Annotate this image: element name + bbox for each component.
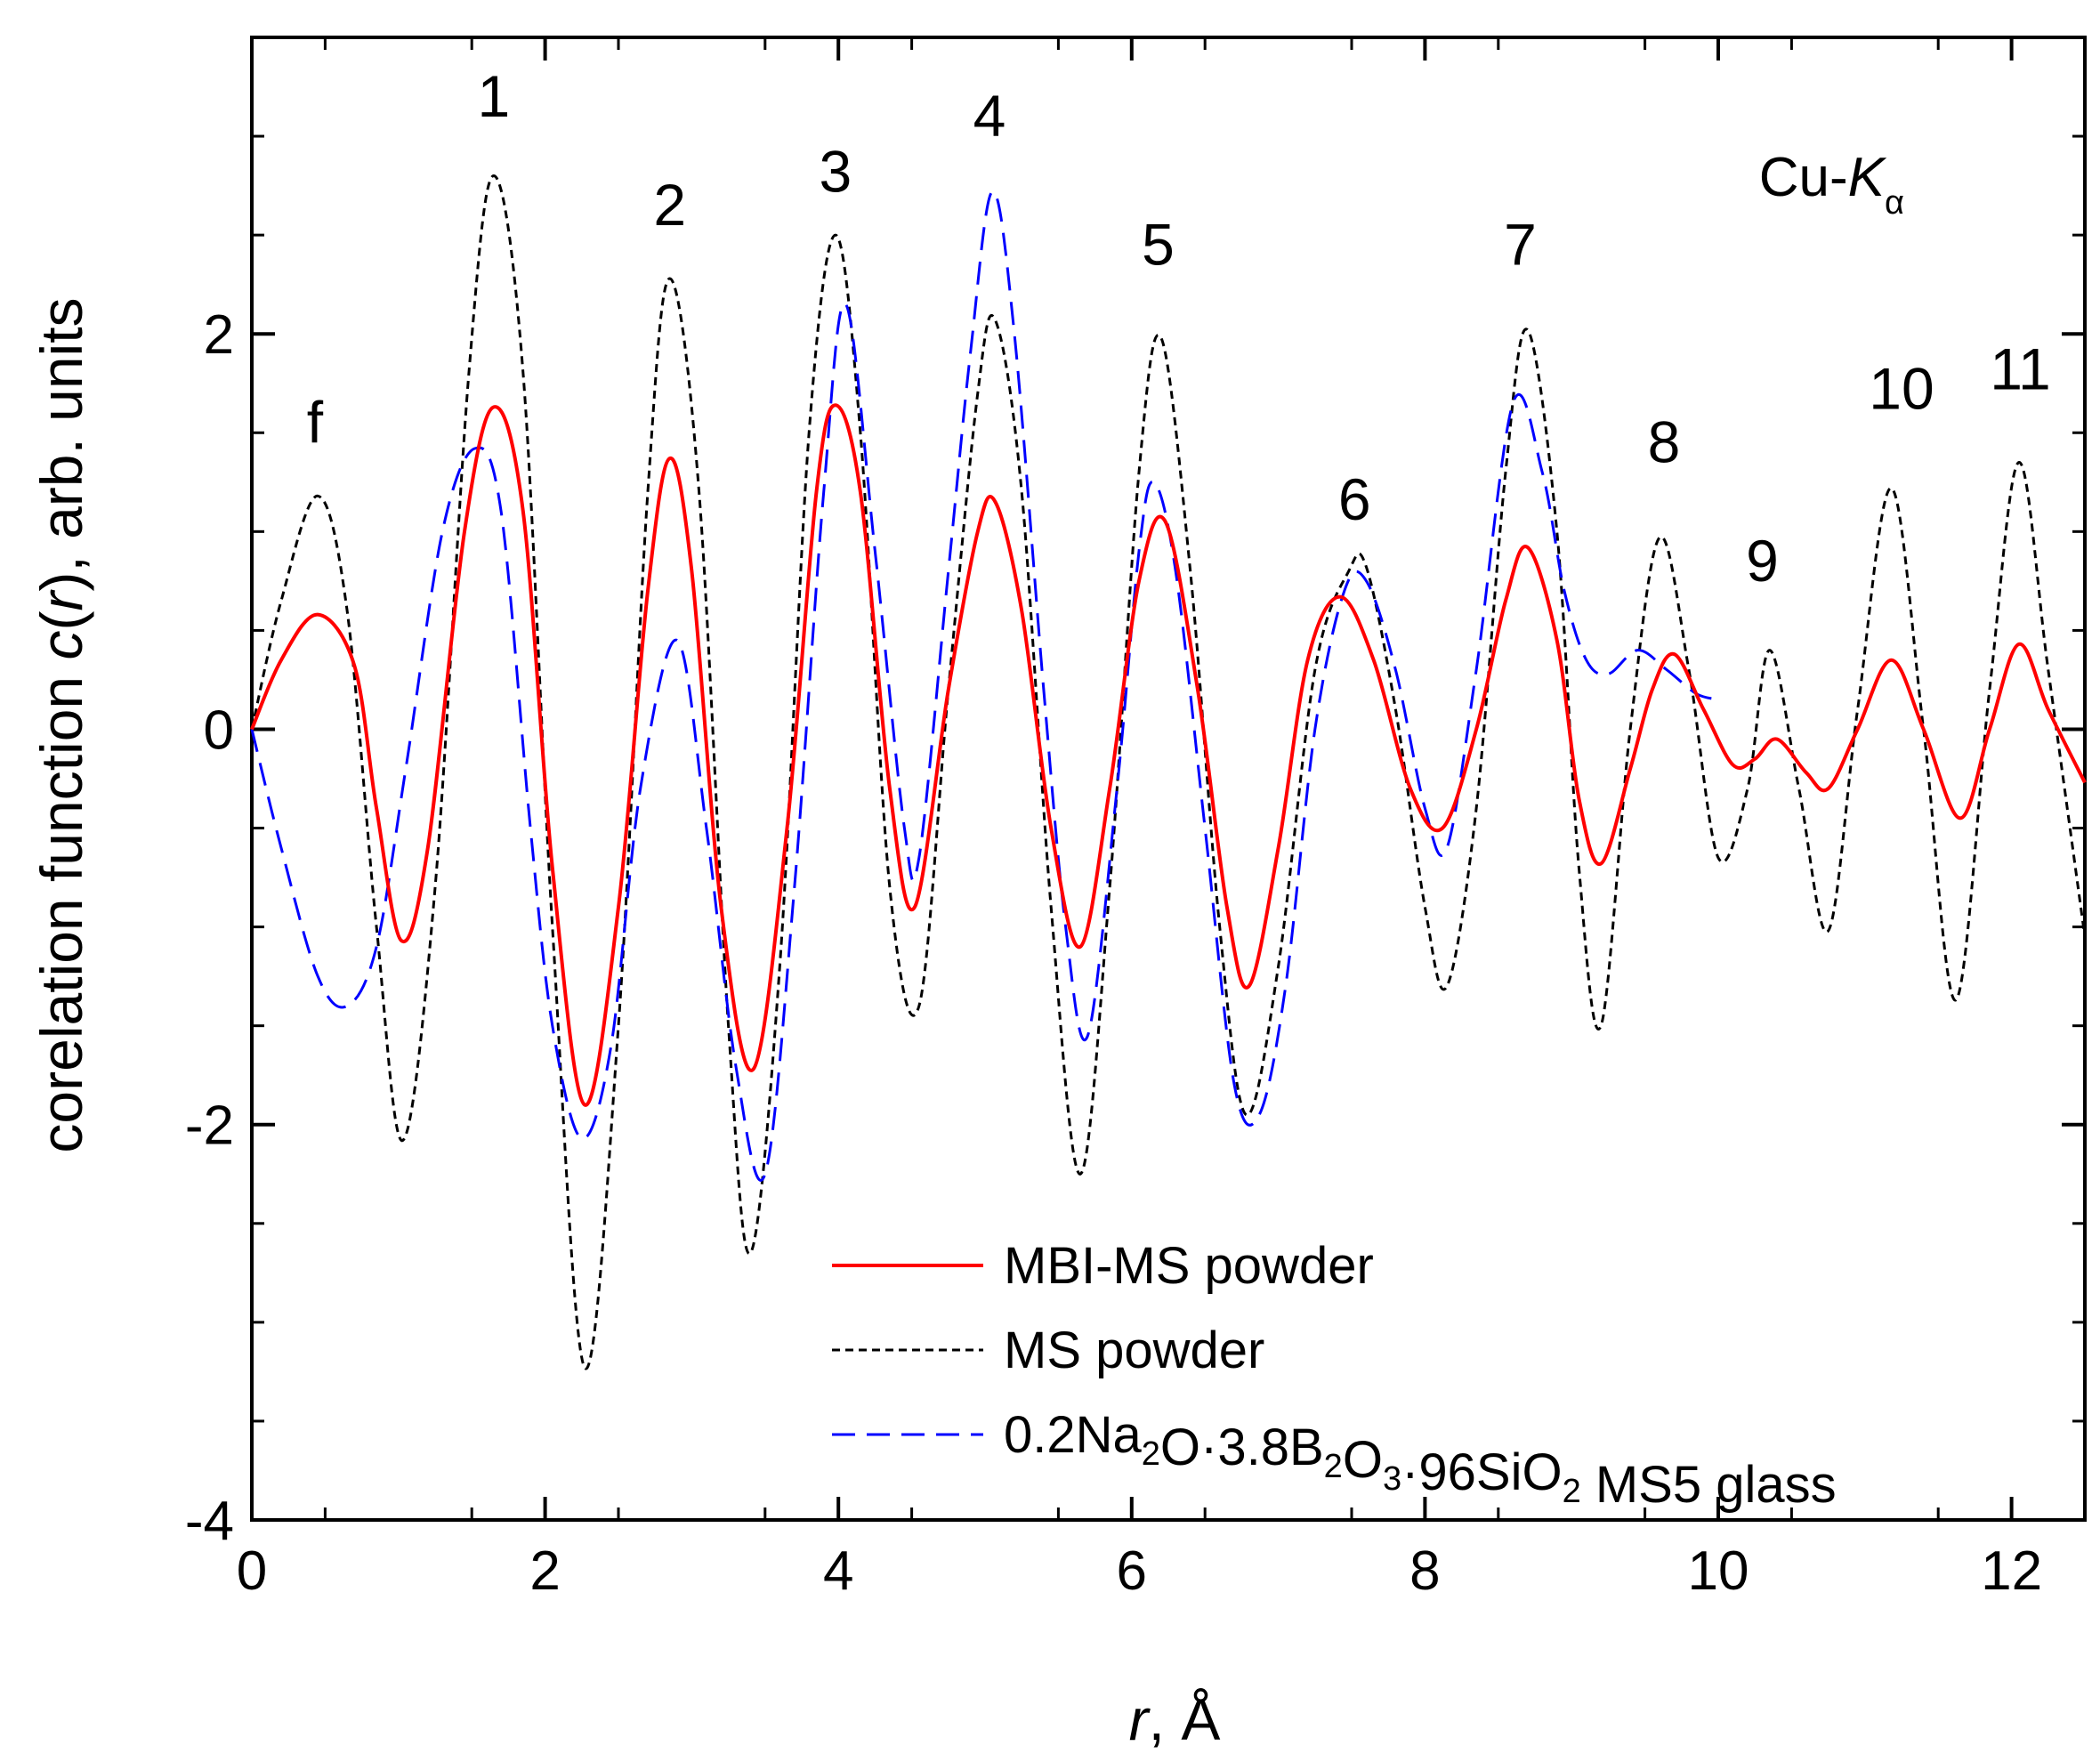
legend-text-part: ·96SiO <box>1401 1443 1563 1501</box>
peak-label-2: 2 <box>653 172 686 238</box>
y-tick-label: 0 <box>204 699 234 761</box>
x-tick-label: 0 <box>237 1540 267 1602</box>
x-axis-unit: , Å <box>1149 1686 1221 1752</box>
legend-subscript: 2 <box>1142 1435 1160 1473</box>
legend-subscript: 2 <box>1563 1473 1581 1510</box>
axis-ticks: 0 2 4 6 8 10 12-4-202 <box>185 37 2085 1602</box>
annotation-sub: α <box>1885 184 1904 222</box>
y-axis-title: corelation function c(r), arb. units <box>28 297 94 1152</box>
peak-label-6: 6 <box>1338 466 1371 532</box>
y-axis-var: c <box>28 631 94 660</box>
peak-label-10: 10 <box>1869 356 1934 422</box>
peak-label-3: 3 <box>820 138 852 204</box>
legend-subscript: 2 <box>1324 1448 1343 1485</box>
peak-label-5: 5 <box>1142 211 1175 277</box>
y-tick-label: 2 <box>204 304 234 366</box>
legend-label-0: MBI-MS powder <box>1004 1237 1374 1295</box>
y-axis-post: ), arb. units <box>28 297 94 591</box>
legend-text-part: 0.2Na <box>1004 1406 1143 1464</box>
peak-labels: f 1 2 3 4 5 6 7 89 10 11 <box>307 63 2051 594</box>
y-axis-var-r: r <box>28 589 94 611</box>
peak-label-4: 4 <box>973 83 1006 149</box>
x-tick-label: 6 <box>1117 1540 1147 1602</box>
legend-text-part: O <box>1343 1431 1383 1489</box>
peak-label-8: 8 <box>1648 409 1681 475</box>
x-tick-label: 10 <box>1688 1540 1749 1602</box>
legend-subscript: 3 <box>1383 1460 1401 1498</box>
series-line-mbi-ms-powder <box>250 403 2087 1107</box>
peak-label-11: 11 <box>1990 335 2051 401</box>
peak-label-7: 7 <box>1504 211 1537 277</box>
x-tick-label: 8 <box>1409 1540 1440 1602</box>
y-tick-label: -2 <box>185 1095 234 1157</box>
annotation-italic: K <box>1848 147 1887 208</box>
series-curves <box>250 174 2087 1370</box>
legend-text-part: O·3.8B <box>1160 1419 1324 1476</box>
peak-label-9: 9 <box>1746 528 1779 594</box>
x-axis-title: r, Å <box>1129 1686 1221 1752</box>
y-tick-label: -4 <box>185 1491 234 1552</box>
x-tick-label: 2 <box>529 1540 560 1602</box>
x-tick-label: 4 <box>823 1540 853 1602</box>
x-tick-label: 12 <box>1981 1540 2042 1602</box>
legend-text-part: MS5 glass <box>1581 1456 1837 1514</box>
peak-label-1: 1 <box>478 63 511 129</box>
annotation-cu-k-alpha: Cu-Kα <box>1759 147 1904 222</box>
y-axis-pre: corelation function <box>28 660 94 1153</box>
series-line-ms5-glass <box>250 190 1719 1182</box>
legend-label-2: 0.2Na2O·3.8B2O3·96SiO2 MS5 glass <box>1004 1406 1837 1514</box>
legend-label-1: MS powder <box>1004 1322 1264 1379</box>
annotation-base: Cu- <box>1759 147 1848 208</box>
y-axis-paren: ( <box>28 611 94 631</box>
series-line-ms-powder <box>250 174 2087 1370</box>
peak-label-f: f <box>307 389 324 455</box>
x-axis-var: r <box>1129 1686 1151 1752</box>
